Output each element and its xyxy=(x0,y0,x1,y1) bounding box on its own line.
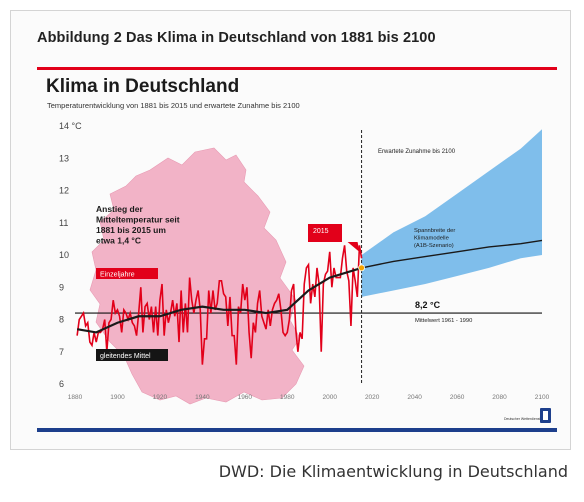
series-gleitendes-mittel-line xyxy=(76,266,362,334)
y-tick-label: 11 xyxy=(59,218,68,228)
chart-title: Klima in Deutschland xyxy=(46,76,240,97)
y-tick-label: 7 xyxy=(59,347,64,357)
germany-map-shape xyxy=(89,147,305,405)
label-2015-box xyxy=(308,224,342,242)
y-tick-label: 6 xyxy=(59,379,64,389)
y-tick-label: 9 xyxy=(59,282,64,292)
y-tick-label: 14 °C xyxy=(59,121,82,131)
x-tick-label: 2100 xyxy=(535,394,550,401)
logo-text: Deutscher Wetterdienst xyxy=(504,417,541,421)
annotation-spannbreite: Spannbreite der Klimamodelle (A1B-Szenario… xyxy=(414,228,455,249)
chart-subtitle: Temperaturentwicklung von 1881 bis 2015 … xyxy=(47,101,300,110)
label-gleitendes-mittel: gleitendes Mittel xyxy=(100,353,151,360)
x-tick-label: 1940 xyxy=(195,394,210,401)
x-tick-label: 1960 xyxy=(238,394,253,401)
dwd-logo-icon xyxy=(540,408,551,423)
annotation-mean-value: 8,2 °C xyxy=(415,300,441,310)
x-tick-label: 1980 xyxy=(280,394,295,401)
x-tick-label: 2060 xyxy=(450,394,465,401)
label-2015: 2015 xyxy=(313,228,329,235)
figure-title: Abbildung 2 Das Klima in Deutschland von… xyxy=(37,30,436,46)
label-einzeljahre-box xyxy=(96,268,158,279)
y-tick-label: 13 xyxy=(59,153,69,163)
annotation-rise-text: Anstieg der Mitteltemperatur seit 1881 bis… xyxy=(96,204,180,246)
x-tick-label: 2040 xyxy=(407,394,422,401)
x-tick-label: 2000 xyxy=(322,394,337,401)
series-projection-line xyxy=(361,239,543,269)
x-tick-label: 2020 xyxy=(365,394,380,401)
x-tick-label: 1880 xyxy=(68,394,83,401)
y-tick-label: 10 xyxy=(59,250,69,260)
label-gleitendes-mittel-box xyxy=(96,349,168,361)
label-2015-pointer xyxy=(347,242,360,252)
series-einzeljahre-line xyxy=(76,245,363,365)
image-caption: DWD: Die Klimaentwicklung in Deutschland xyxy=(218,462,568,481)
annotation-expected-increase: Erwartete Zunahme bis 2100 xyxy=(378,149,456,155)
x-tick-label: 1920 xyxy=(153,394,168,401)
x-tick-label: 2080 xyxy=(492,394,507,401)
projection-band xyxy=(361,129,542,297)
footer-rule xyxy=(37,428,557,432)
y-tick-label: 8 xyxy=(59,315,64,325)
title-rule xyxy=(37,67,557,70)
x-tick-label: 1900 xyxy=(110,394,125,401)
marker-2015-dot xyxy=(358,264,365,272)
label-einzeljahre: Einzeljahre xyxy=(100,272,135,279)
y-tick-label: 12 xyxy=(59,186,69,196)
annotation-mean-label: Mittelwert 1961 - 1990 xyxy=(415,318,472,324)
